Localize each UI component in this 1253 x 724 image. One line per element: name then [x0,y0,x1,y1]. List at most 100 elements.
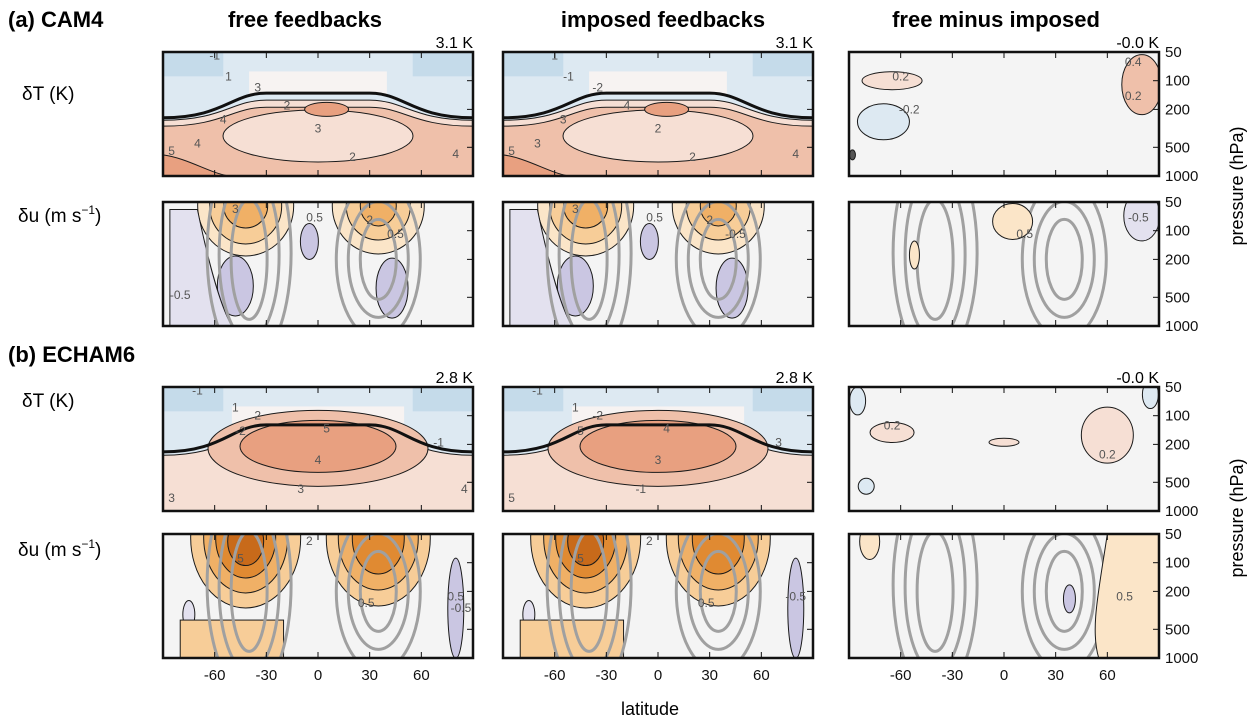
y-axis: 50 100 200 500 1000 [1165,194,1198,335]
warming-contour-5 [239,419,397,473]
contour-label: 3 [534,136,541,150]
polar-cooling-region-south [163,387,224,412]
tropical-mid-troposphere-contour [562,109,754,163]
x-axis-title: latitude [621,699,679,719]
climatological-jet-contour-north [674,534,762,658]
difference-contour-positive-north [1121,54,1159,116]
wind-difference-positive [992,202,1034,240]
y-tick-label: 500 [1165,289,1190,306]
contour-label: 2 [366,213,373,227]
panel-content: 0.2 0.2 [849,387,1159,511]
contour-label: 2 [349,150,356,164]
climatological-jet-contour-south [229,534,269,653]
x-tick-label: 60 [413,667,430,684]
climatological-jet-contour-south [569,202,609,321]
x-tick-labels: -60 -30 0 30 60 -60 -30 0 30 60 -60 -30 0 30 60 [204,667,1116,684]
contour-label: 5 [323,421,330,435]
column-title-free: free feedbacks [228,7,382,32]
panel-cam4_du_diff: 0.5 -0.5 [847,200,1161,328]
climatological-jet-contour-north [346,202,410,319]
contour-label: 0.5 [358,596,375,610]
polar-cooling-region-south [503,52,564,77]
difference-contour-negative-corner [849,387,867,416]
contour-label: 5 [508,491,515,505]
warming-contour-5 [579,419,737,473]
tropopause-line [503,91,813,120]
wind-decrease-north-pole [447,557,465,658]
climatological-jet-contour-north [1044,549,1084,633]
y-tick-label: 500 [1165,474,1190,491]
x-tick-label: -30 [255,667,277,684]
panel-content: 0.5 -0.5 [849,202,1159,326]
y-tick-label: 200 [1165,583,1190,600]
tropopause-line [163,91,473,120]
y-axis: 50 100 200 500 1000 [1165,44,1198,185]
polar-cooling-region-north [412,387,473,412]
wind-decrease-south-lower [556,255,594,317]
variable-label-du-cam4: δu (m s−1) [18,203,101,227]
column-title-difference: free minus imposed [892,7,1100,32]
contour-label: 2 [706,213,713,227]
global-mean-echam6-imposed: 2.8 K [776,370,814,387]
climatological-jet-contour-north [686,202,750,319]
contour-label: -1 [532,384,543,398]
difference-contour-negative-surface [857,477,875,495]
climatological-jet-contour-south [569,534,609,653]
climatological-jet-contour-south [903,202,967,326]
climatological-jet-contour-north [1032,534,1096,651]
variable-label-dT-echam6: δT (K) [22,391,74,412]
x-tick-label: -60 [890,667,912,684]
du-label-main: δu (m s [18,206,81,227]
contour-label: 1 [572,400,579,414]
polar-cooling-region-north [412,52,473,77]
upper-tropical-max [644,101,690,117]
contour-label: -2 [235,424,246,438]
panel-frame [161,200,475,328]
contour-label: -1 [192,384,203,398]
climatological-jet-contour-south [217,202,281,326]
y-tick-label: 1000 [1165,650,1198,667]
contour-label: 4 [220,112,227,126]
panel-frame [501,50,815,178]
y-axis-title-top: pressure (hPa) [1227,126,1247,245]
climatological-jet-contour-north [358,549,398,633]
tropopause-line [503,423,813,454]
du-label-close: ) [95,540,101,561]
climatological-jet-contour-south [217,534,281,658]
contour-label: 0.2 [1099,447,1116,461]
y-tick-label: 50 [1165,379,1182,396]
wind-difference-positive-north [1094,534,1159,658]
climatological-jet-contour-south [557,202,621,326]
global-mean-echam6-difference: -0.0 K [1116,370,1159,387]
contour-label: 3 [232,202,239,216]
y-tick-label: 50 [1165,526,1182,543]
x-tick-label: -60 [544,667,566,684]
contour-label: 0.5 [698,596,715,610]
du-label-close: ) [95,206,101,227]
climatological-jet-contour-south [545,202,633,326]
contour-label: 3 [775,435,782,449]
wind-increase-south-core [563,202,609,229]
panel-frame [847,532,1161,660]
climatological-jet-contour-north [698,549,738,633]
variable-label-du-echam6: δu (m s−1) [18,537,101,561]
contour-label: 2 [284,98,291,112]
difference-contour-negative [856,103,910,141]
contour-label: 0.5 [646,210,663,224]
panel-cam4_dT_diff: 0.2 -0.2 0.4 0.2 [847,50,1161,178]
contour-label: 3 [254,81,261,95]
difference-contour-small [849,149,856,161]
contour-label: 4 [194,136,201,150]
y-tick-label: 1000 [1165,168,1198,185]
panel-echam6_du_diff: 0.5 [847,532,1161,660]
contour-label: 4 [461,482,468,496]
row-title-cam4: (a) CAM4 [8,7,104,32]
y-axis: 50 100 200 500 1000 [1165,379,1198,520]
panel-frame [847,200,1161,328]
wind-decrease-south-lower [216,255,254,317]
wind-increase-north-core [351,534,405,575]
contour-label: 5 [577,424,584,438]
climatological-jet-contour-north [1044,217,1084,301]
panel-echam6_du_free: 250.5 0.5-0.5 [161,532,475,660]
